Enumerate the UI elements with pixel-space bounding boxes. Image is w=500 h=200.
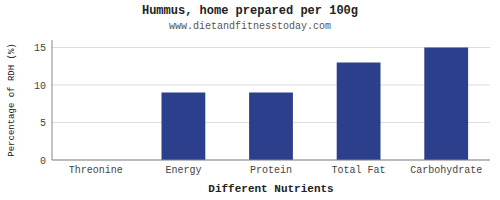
chart-container: Hummus, home prepared per 100g www.dietan… (0, 0, 500, 200)
y-tick-label: 0 (40, 156, 46, 167)
bar (162, 93, 206, 161)
bars (162, 48, 469, 161)
x-tick-label: Energy (165, 165, 201, 176)
x-axis-line (52, 160, 490, 161)
x-tick-label: Carbohydrate (410, 165, 482, 176)
x-tick-label: Protein (250, 165, 292, 176)
y-axis-label: Percentage of RDH (%) (7, 43, 17, 156)
y-tick-label: 15 (34, 43, 46, 54)
y-axis-line (52, 40, 53, 160)
x-tick-label: Total Fat (332, 165, 386, 176)
subtitle: www.dietandfitnesstoday.com (169, 21, 331, 32)
x-tick-label: Threonine (69, 165, 123, 176)
background (0, 0, 500, 200)
bar (249, 93, 293, 161)
x-axis-label: Different Nutrients (208, 183, 333, 195)
y-tick-label: 5 (40, 118, 46, 129)
y-tick-label: 10 (34, 81, 46, 92)
bar (424, 48, 468, 161)
title: Hummus, home prepared per 100g (142, 4, 358, 18)
bar (337, 63, 381, 161)
y-grid (52, 48, 490, 161)
grid-line (52, 160, 490, 161)
chart-svg: Hummus, home prepared per 100g www.dietan… (0, 0, 500, 200)
